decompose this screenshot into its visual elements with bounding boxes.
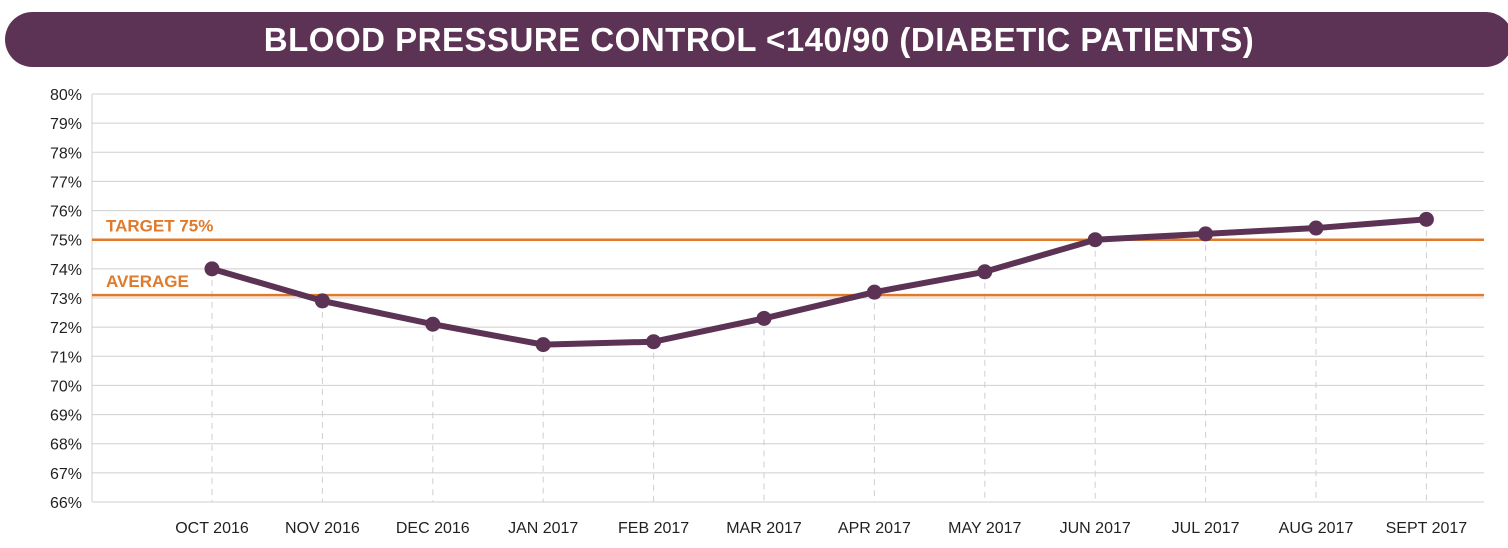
x-tick-label: OCT 2016	[175, 520, 249, 537]
data-point	[204, 261, 220, 277]
y-tick-label: 67%	[50, 466, 82, 483]
x-tick-label: JUL 2017	[1172, 520, 1240, 537]
y-tick-label: 80%	[50, 87, 82, 104]
y-tick-label: 79%	[50, 116, 82, 133]
x-tick-label: JUN 2017	[1060, 520, 1131, 537]
data-point	[535, 337, 551, 353]
x-tick-label: MAR 2017	[726, 520, 802, 537]
x-tick-label: APR 2017	[838, 520, 911, 537]
data-point	[425, 316, 441, 332]
data-point	[1418, 211, 1434, 227]
data-point	[866, 284, 882, 300]
x-tick-label: DEC 2016	[396, 520, 470, 537]
y-tick-label: 72%	[50, 320, 82, 337]
x-tick-label: MAY 2017	[948, 520, 1021, 537]
data-point	[1198, 226, 1214, 242]
y-tick-label: 73%	[50, 291, 82, 308]
y-tick-label: 71%	[50, 349, 82, 366]
data-point	[756, 310, 772, 326]
y-tick-label: 69%	[50, 408, 82, 425]
y-tick-label: 76%	[50, 204, 82, 221]
y-tick-label: 77%	[50, 174, 82, 191]
x-tick-label: NOV 2016	[285, 520, 360, 537]
y-tick-label: 70%	[50, 378, 82, 395]
chart-title-bar: BLOOD PRESSURE CONTROL <140/90 (DIABETIC…	[5, 12, 1508, 67]
data-point	[314, 293, 330, 309]
chart-title: BLOOD PRESSURE CONTROL <140/90 (DIABETIC…	[263, 20, 1255, 58]
y-tick-label: 75%	[50, 233, 82, 250]
data-point	[1087, 232, 1103, 248]
data-point	[1308, 220, 1324, 236]
y-tick-label: 66%	[50, 495, 82, 512]
series-line	[209, 216, 1430, 348]
reference-label: TARGET 75%	[106, 217, 213, 236]
data-point	[646, 334, 662, 350]
y-tick-label: 74%	[50, 262, 82, 279]
y-tick-label: 68%	[50, 437, 82, 454]
x-tick-label: FEB 2017	[618, 520, 689, 537]
x-tick-label: SEPT 2017	[1386, 520, 1468, 537]
x-tick-label: JAN 2017	[508, 520, 578, 537]
y-tick-label: 78%	[50, 145, 82, 162]
reference-label: AVERAGE	[106, 272, 189, 291]
data-point	[977, 264, 993, 280]
x-tick-label: AUG 2017	[1279, 520, 1354, 537]
